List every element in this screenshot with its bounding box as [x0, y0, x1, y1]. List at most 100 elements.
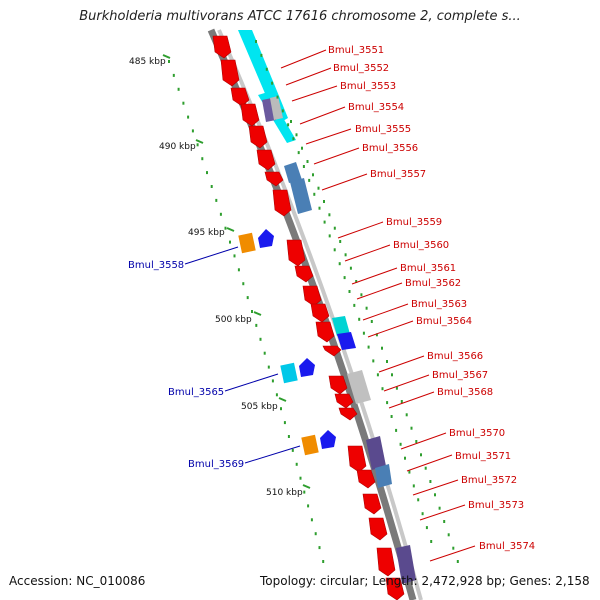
track-dot — [283, 421, 286, 425]
gene-label: Bmul_3572 — [461, 475, 517, 486]
track-dot — [297, 151, 300, 155]
gene-label: Bmul_3568 — [437, 387, 493, 398]
track-dot — [328, 234, 331, 238]
track-dot — [276, 95, 279, 99]
gene-label: Bmul_3560 — [393, 240, 449, 251]
track-dot — [339, 240, 342, 243]
tick-label: 490 kbp — [159, 142, 196, 152]
track-dot — [424, 466, 427, 470]
track-dot — [177, 87, 180, 91]
track-dot — [410, 426, 413, 430]
track-dot — [343, 276, 346, 280]
track-dot — [367, 345, 370, 349]
track-dot — [328, 213, 331, 217]
track-dot — [310, 518, 313, 522]
track-dot — [391, 373, 393, 377]
track-dot — [322, 560, 325, 563]
track-dot — [421, 512, 424, 516]
track-dot — [233, 254, 236, 258]
track-dot — [405, 413, 408, 417]
gene-label: Bmul_3564 — [416, 316, 472, 327]
track-dot — [215, 198, 218, 202]
track-dot — [302, 165, 305, 168]
track-dot — [201, 157, 204, 161]
gene-label: Bmul_3570 — [449, 428, 505, 439]
track-dot — [263, 351, 266, 355]
track-dot — [381, 346, 383, 350]
track-dot — [443, 520, 446, 523]
gene-arrow — [230, 87, 250, 107]
gene-label: Bmul_3569 — [188, 459, 244, 470]
scale-ticks: 485 kbp 490 kbp 495 kbp 500 kbp 505 kbp … — [129, 54, 311, 498]
red-gene-arrows — [212, 35, 405, 600]
track-dot — [338, 262, 341, 266]
track-dot — [430, 540, 433, 543]
gene-label: Bmul_3559 — [386, 217, 442, 228]
map-title: Burkholderia multivorans ATCC 17616 chro… — [79, 9, 521, 24]
track-dot — [434, 493, 436, 497]
gene-arrow — [248, 125, 268, 149]
gene-arrow — [322, 345, 342, 357]
gene-label: Bmul_3551 — [328, 45, 384, 56]
gene-label: Bmul_3554 — [348, 102, 404, 113]
top-gene-labels: Bmul_3551 Bmul_3552 Bmul_3553 Bmul_3554 … — [280, 45, 535, 562]
gene-arrow — [240, 103, 260, 127]
track-dot — [306, 160, 309, 163]
gene-arrow — [294, 265, 314, 283]
track-dot — [281, 109, 284, 113]
gene-label: Bmul_3562 — [405, 278, 461, 289]
gene-label: Bmul_3552 — [333, 63, 389, 74]
gene-arrow — [286, 239, 306, 267]
gene-arrow — [368, 517, 388, 541]
track-dot — [271, 81, 274, 85]
track-dot — [399, 442, 402, 446]
gene-label: Bmul_3574 — [479, 541, 535, 552]
gene-arrow — [302, 285, 322, 307]
gene-arrow — [362, 493, 382, 515]
track-dot — [412, 484, 415, 488]
track-dot — [333, 226, 336, 230]
track-dot — [323, 220, 326, 224]
gene-arrow — [347, 445, 367, 473]
track-dot — [237, 268, 240, 272]
track-dot — [318, 206, 321, 210]
gene-label: Bmul_3573 — [468, 500, 524, 511]
track-dot — [323, 200, 325, 203]
gene-arrow — [220, 59, 240, 87]
track-dot — [287, 123, 290, 127]
track-dot — [287, 435, 290, 438]
track-dot — [349, 266, 352, 270]
gene-label: Bmul_3555 — [355, 124, 411, 135]
track-dot — [242, 282, 245, 286]
track-dot — [456, 560, 459, 563]
track-dot — [390, 415, 393, 418]
gene-label: Bmul_3563 — [411, 299, 467, 310]
gene-label: Bmul_3565 — [168, 387, 224, 398]
tick-label: 495 kbp — [188, 228, 225, 238]
track-dot — [271, 379, 274, 383]
track-dot — [260, 53, 263, 57]
gene-arrow — [264, 171, 284, 187]
track-dot — [395, 428, 398, 432]
accession-label: Accession: NC_010086 — [9, 574, 146, 588]
track-dot — [210, 185, 213, 188]
track-dot — [255, 323, 258, 327]
track-dot — [353, 303, 356, 307]
gene-arrow — [212, 35, 232, 59]
gene-label: Bmul_3561 — [400, 263, 456, 274]
topology-info: Topology: circular; Length: 2,472,928 bp… — [260, 574, 590, 588]
track-dot — [275, 393, 278, 397]
gene-arrow — [256, 149, 276, 171]
track-dot — [348, 290, 351, 293]
gene-arrow — [310, 303, 330, 323]
track-dot — [219, 212, 222, 216]
feature-blocks — [238, 96, 416, 584]
gene-arrow — [315, 321, 335, 343]
track-dot — [308, 178, 311, 182]
track-dot — [362, 331, 365, 335]
track-dot — [313, 192, 316, 196]
tick-label: 485 kbp — [129, 57, 166, 67]
track-dot — [229, 240, 231, 244]
track-dot — [381, 387, 384, 391]
